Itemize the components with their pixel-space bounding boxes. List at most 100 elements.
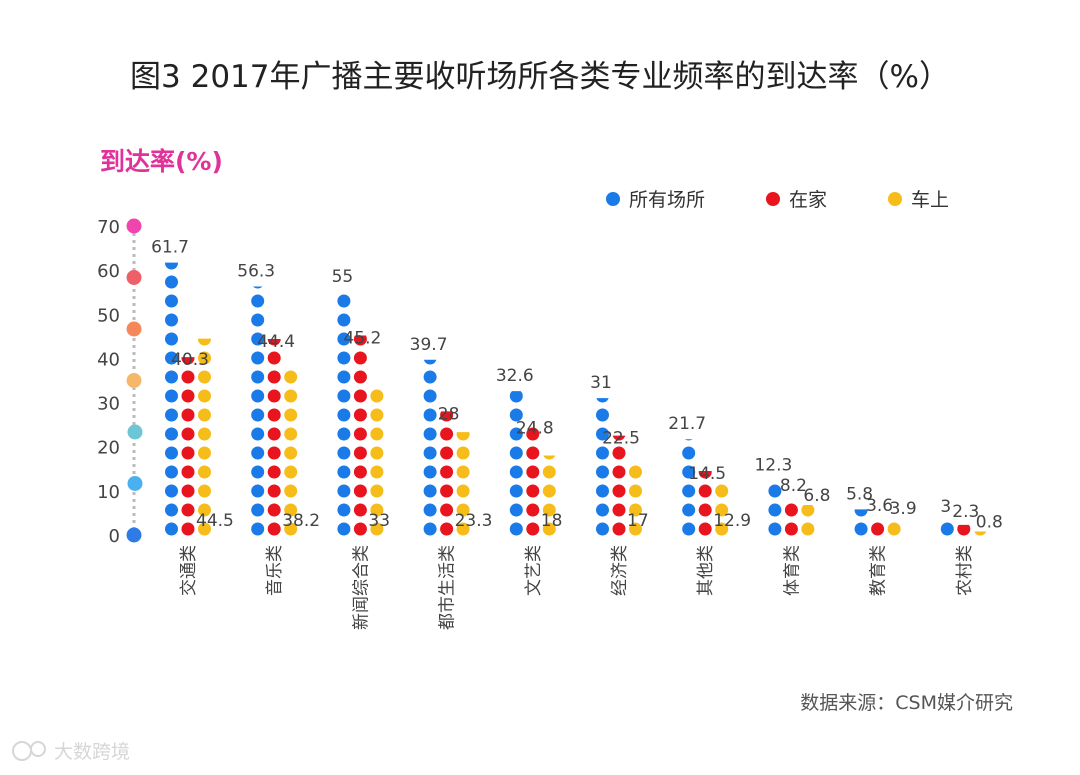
data-dot	[251, 427, 265, 441]
value-label-car: 0.8	[976, 512, 1003, 532]
dot-column-所有场所	[854, 509, 868, 536]
dot-column-在家	[871, 522, 885, 536]
value-label-all: 61.7	[151, 238, 189, 258]
dot-column-车上	[542, 455, 556, 536]
data-dot	[526, 465, 540, 479]
data-dot	[251, 389, 265, 403]
data-dot	[267, 465, 281, 479]
dot-column-车上	[887, 522, 901, 536]
data-dot	[165, 262, 178, 270]
data-dot	[715, 503, 729, 517]
data-dot	[370, 408, 384, 422]
data-dot	[251, 408, 265, 422]
value-label-car: 44.5	[196, 511, 234, 531]
value-label-all: 31	[590, 373, 612, 393]
data-dot	[337, 294, 351, 308]
dot-column-车上	[629, 465, 642, 536]
data-dot	[543, 455, 556, 460]
data-dot	[423, 484, 437, 498]
value-label-all: 39.7	[410, 335, 448, 355]
data-dot	[353, 389, 367, 403]
data-dot	[370, 427, 384, 441]
axis-dot	[126, 527, 142, 543]
data-dot	[509, 427, 523, 441]
data-dot	[542, 465, 556, 479]
data-dot	[682, 484, 696, 498]
value-label-home: 24.8	[516, 419, 554, 439]
data-dot	[698, 522, 712, 536]
data-dot	[612, 484, 626, 498]
data-dot	[284, 370, 298, 384]
value-label-home: 40.3	[171, 350, 209, 370]
data-dot	[596, 446, 609, 460]
dot-column-车上	[284, 370, 298, 536]
dot-column-所有场所	[682, 439, 696, 536]
data-dot	[284, 484, 298, 498]
data-dot	[509, 484, 523, 498]
value-label-all: 32.6	[496, 366, 534, 386]
data-dot	[456, 432, 470, 441]
data-dot	[440, 427, 454, 441]
data-dot	[284, 503, 298, 517]
value-label-home: 3.6	[866, 496, 893, 516]
watermark: 大数跨境	[12, 741, 130, 763]
data-dot	[165, 351, 178, 365]
dot-column-所有场所	[509, 391, 523, 536]
data-dot	[509, 391, 523, 403]
y-tick-label: 50	[97, 305, 120, 326]
category-label: 新闻综合类	[351, 545, 371, 630]
data-dot	[337, 465, 351, 479]
data-dot	[801, 522, 815, 536]
data-dot	[682, 503, 696, 517]
data-dot	[456, 484, 470, 498]
y-tick-label: 0	[109, 526, 120, 547]
data-dot	[440, 484, 454, 498]
data-dot	[423, 427, 437, 441]
legend-marker	[606, 192, 620, 206]
data-dot	[337, 408, 351, 422]
data-dot	[974, 531, 987, 536]
data-dot	[682, 465, 696, 479]
data-dot	[198, 465, 211, 479]
dot-column-车上	[801, 504, 815, 536]
data-dot	[509, 465, 523, 479]
data-dot	[684, 439, 693, 441]
data-dot	[509, 446, 523, 460]
data-dot	[165, 294, 178, 308]
data-dot	[284, 446, 298, 460]
axis-dot	[127, 476, 143, 491]
data-dot	[337, 351, 351, 365]
y-tick-label: 60	[97, 261, 120, 282]
category-group: 31 22.5 17 经济类	[590, 373, 648, 596]
data-dot	[198, 408, 211, 422]
dot-column-在家	[526, 427, 540, 536]
legend-label: 所有场所	[629, 189, 705, 211]
data-dot	[165, 408, 178, 422]
data-dot	[509, 408, 523, 422]
y-axis: 0 10 20 30 40 50 60 70	[97, 217, 143, 547]
axis-dot	[126, 270, 142, 285]
data-dot	[165, 484, 178, 498]
data-dot	[353, 465, 367, 479]
data-dot	[353, 522, 367, 536]
category-group: 39.7 28 23.3 都市生活类	[410, 335, 493, 630]
data-dot	[267, 522, 281, 536]
data-dot	[165, 427, 178, 441]
data-dot	[526, 522, 540, 536]
data-dot	[423, 522, 437, 536]
data-dot	[165, 370, 178, 384]
data-dot	[284, 408, 298, 422]
data-dot	[267, 339, 281, 346]
category-group: 55 45.2 33 新闻综合类	[332, 267, 390, 630]
data-dot	[612, 503, 626, 517]
data-dot	[165, 446, 178, 460]
dot-column-所有场所	[337, 294, 351, 536]
data-dot	[423, 503, 437, 517]
data-dot	[337, 522, 351, 536]
data-dot	[456, 522, 470, 536]
data-dot	[370, 522, 384, 536]
data-dot	[784, 503, 798, 517]
legend-label: 车上	[911, 189, 949, 211]
data-dot	[337, 370, 351, 384]
